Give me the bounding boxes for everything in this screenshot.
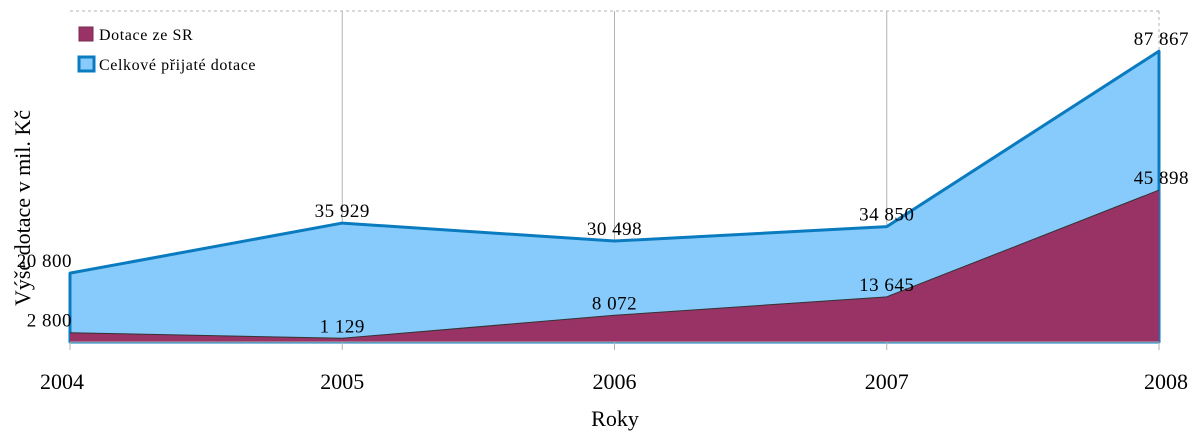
- chart-axes: [69, 341, 1160, 350]
- data-label-series-1: 30 498: [587, 219, 642, 240]
- legend-label-series-1: Celkové přijaté dotace: [99, 57, 256, 74]
- x-tick-label: 2005: [320, 369, 364, 394]
- data-label-series-0: 2 800: [27, 311, 72, 332]
- area-series-0: [70, 190, 1159, 342]
- data-labels: 2 800 1 129 8 072 13 645 45 898 20 800 35 929 3…: [17, 29, 1189, 337]
- x-tick-labels: 2004 2005 2006 2007 2008: [40, 369, 1188, 394]
- y-axis-title: Výše dotace v mil. Kč: [10, 110, 35, 306]
- legend-swatch-series-1: [77, 55, 96, 73]
- data-label-series-0: 45 898: [1134, 168, 1189, 189]
- data-label-series-1: 34 850: [859, 205, 914, 226]
- data-label-series-1: 35 929: [315, 201, 370, 222]
- data-label-series-1: 20 800: [17, 251, 72, 272]
- legend-label-series-0: Dotace ze SR: [99, 27, 193, 44]
- x-tick-label: 2008: [1144, 369, 1188, 394]
- data-label-series-0: 13 645: [859, 275, 914, 296]
- data-label-series-0: 8 072: [592, 293, 637, 314]
- x-tick-label: 2004: [40, 369, 84, 394]
- chart-areas: [68, 49, 1161, 344]
- x-tick-label: 2007: [865, 369, 909, 394]
- legend: Dotace ze SR Celkové přijaté dotace: [77, 26, 256, 74]
- legend-swatch-series-0: [78, 26, 94, 42]
- x-tick-label: 2006: [593, 369, 637, 394]
- area-series-0-outline: [69, 189, 1160, 339]
- x-axis-title: Roky: [591, 406, 639, 431]
- data-label-series-1: 87 867: [1134, 29, 1189, 50]
- data-label-series-0: 1 129: [320, 316, 365, 337]
